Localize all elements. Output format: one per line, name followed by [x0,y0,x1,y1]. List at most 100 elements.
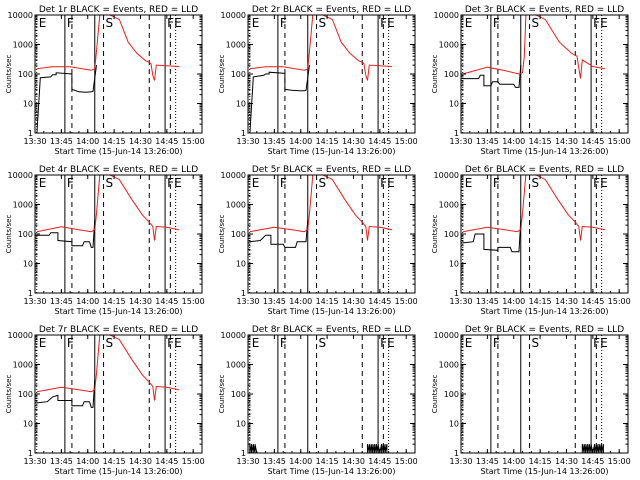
x-tick-label: 14:15 [103,137,126,146]
y-tick-label: 10 [23,420,33,429]
y-axis-label: Counts/sec [218,215,226,254]
x-tick-label: 15:00 [608,137,631,146]
lld-series [36,175,180,241]
y-tick-label: 10 [23,100,33,109]
x-tick-label: 14:30 [555,457,578,466]
marker-label: F [593,16,600,30]
x-tick-label: 15:00 [182,457,205,466]
panel-title: Det 4r BLACK = Events, RED = LLD [39,165,198,175]
lld-series [249,175,393,241]
plot-area [462,15,606,133]
x-tick-label: 14:15 [103,457,126,466]
events-series [462,65,522,88]
x-tick-label: 13:45 [263,297,286,306]
marker-label: E [174,336,182,350]
y-tick-label: 100 [231,230,246,239]
x-tick-label: 14:15 [529,297,552,306]
panel-title: Det 5r BLACK = Events, RED = LLD [252,165,411,175]
marker-label: E [600,176,608,190]
y-tick-label: 100 [444,390,459,399]
x-tick-label: 14:15 [316,137,339,146]
y-axis-label: Counts/sec [431,215,439,254]
panel-title: Det 9r BLACK = Events, RED = LLD [465,325,624,335]
panel-title: Det 6r BLACK = Events, RED = LLD [465,165,624,175]
x-tick-label: 14:00 [502,457,525,466]
x-tick-label: 14:15 [529,137,552,146]
marker-label: E [39,16,47,30]
x-tick-label: 14:00 [289,137,312,146]
x-tick-label: 14:15 [316,297,339,306]
marker-label: F [380,176,387,190]
y-tick-label: 1 [454,129,459,138]
plot-area [36,15,180,133]
marker-label: F [167,16,174,30]
marker-label: F [67,336,74,350]
x-tick-label: 14:30 [342,297,365,306]
y-tick-label: 100 [444,230,459,239]
x-tick-label: 15:00 [608,457,631,466]
x-tick-label: 14:45 [155,137,178,146]
marker-label: E [387,336,395,350]
x-tick-label: 14:45 [368,137,391,146]
lld-series [36,15,180,81]
x-tick-label: 14:00 [502,137,525,146]
y-tick-label: 10000 [434,171,459,180]
marker-label: E [252,176,260,190]
y-axis-label: Counts/sec [5,215,13,254]
y-tick-label: 10000 [221,171,246,180]
y-tick-label: 100 [231,390,246,399]
y-tick-label: 1000 [13,41,33,50]
x-tick-label: 13:45 [476,457,499,466]
x-tick-label: 13:45 [263,457,286,466]
x-tick-label: 14:45 [581,457,604,466]
x-tick-label: 14:30 [129,457,152,466]
y-tick-label: 10000 [221,11,246,20]
marker-label: E [465,336,473,350]
marker-label: F [280,16,287,30]
y-tick-label: 1000 [439,361,459,370]
x-tick-label: 13:30 [23,137,46,146]
y-tick-label: 10000 [434,331,459,340]
y-tick-label: 1000 [13,201,33,210]
x-tick-label: 13:30 [23,297,46,306]
x-tick-label: 13:30 [449,137,472,146]
x-tick-label: 15:00 [608,297,631,306]
plot-area [36,175,180,293]
y-tick-label: 10 [449,260,459,269]
y-tick-label: 1 [241,289,246,298]
x-tick-label: 13:30 [23,457,46,466]
x-tick-label: 14:30 [342,137,365,146]
events-series [36,219,96,248]
marker-label: E [600,336,608,350]
y-tick-label: 10 [449,100,459,109]
y-axis-label: Counts/sec [431,55,439,94]
plot-frame [247,334,416,454]
y-axis-label: Counts/sec [5,55,13,94]
x-tick-label: 14:45 [155,297,178,306]
lld-series [462,175,606,241]
marker-label: E [600,16,608,30]
x-tick-label: 15:00 [182,297,205,306]
y-axis-label: Counts/sec [5,375,13,414]
x-axis-label: Start Time (15-Jun-14 13:26:00) [55,467,183,476]
plot-area [249,175,393,293]
y-tick-label: 10 [236,260,246,269]
y-axis-label: Counts/sec [431,375,439,414]
x-tick-label: 14:30 [555,137,578,146]
x-tick-label: 14:30 [129,297,152,306]
marker-label: F [280,176,287,190]
x-axis-label: Start Time (15-Jun-14 13:26:00) [481,147,609,156]
y-tick-label: 1 [454,449,459,458]
y-tick-label: 1000 [226,361,246,370]
marker-label: F [493,16,500,30]
plot-frame [460,174,629,294]
marker-label: E [387,16,395,30]
x-tick-label: 14:00 [76,297,99,306]
x-tick-label: 15:00 [395,457,418,466]
y-tick-label: 10000 [434,11,459,20]
